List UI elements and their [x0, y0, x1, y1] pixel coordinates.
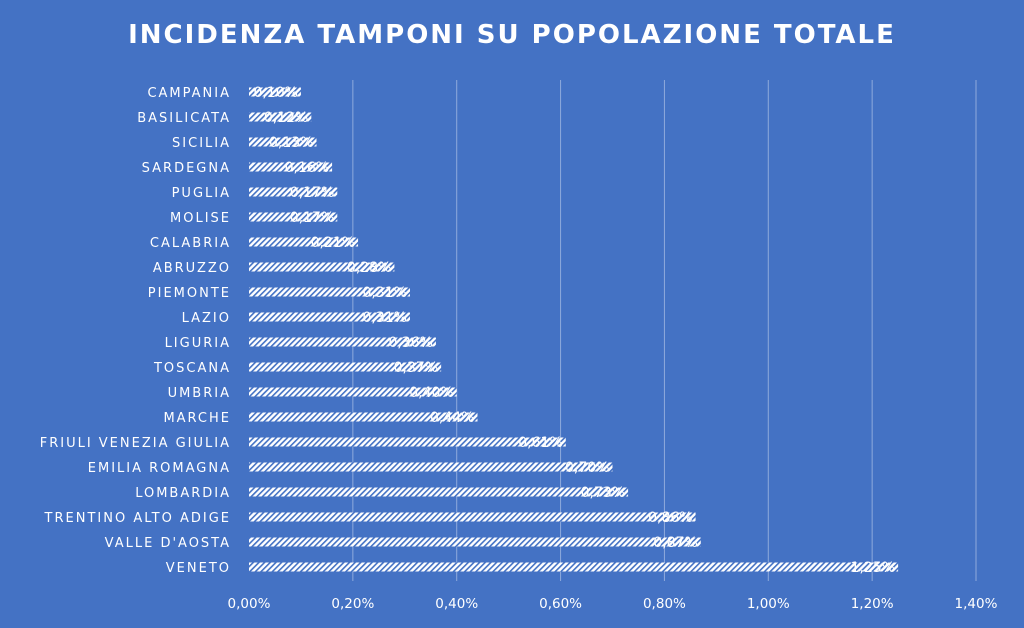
category-label: TRENTINO ALTO ADIGE [44, 511, 231, 526]
bar [249, 412, 478, 422]
bar [249, 537, 701, 547]
x-tick-label: 0,80% [643, 596, 686, 612]
data-label: 0,17% [290, 210, 334, 226]
data-label: 0,44% [430, 410, 474, 426]
data-label: 0,16% [285, 160, 329, 176]
data-label: 0,70% [565, 460, 609, 476]
data-label: 0,31% [362, 310, 406, 326]
bar [249, 287, 410, 297]
category-label: TOSCANA [153, 361, 231, 376]
data-label: 1,25% [851, 560, 895, 576]
category-label: BASILICATA [137, 111, 231, 126]
category-label: ABRUZZO [153, 261, 231, 276]
data-label: 0,17% [290, 185, 334, 201]
chart-title: INCIDENZA TAMPONI SU POPOLAZIONE TOTALE [128, 20, 896, 50]
data-label: 0,86% [648, 510, 692, 526]
bar [249, 562, 899, 572]
category-label: MOLISE [170, 211, 231, 226]
bar [249, 112, 312, 122]
bar [249, 262, 395, 272]
data-label: 0,21% [311, 235, 355, 251]
x-tick-label: 0,20% [331, 596, 374, 612]
bar [249, 162, 333, 172]
bar [249, 387, 457, 397]
category-label: MARCHE [163, 411, 231, 426]
data-label: 0,31% [362, 285, 406, 301]
category-label: PUGLIA [172, 186, 231, 201]
bar [249, 212, 338, 222]
category-label: UMBRIA [168, 386, 231, 401]
data-label: 0,28% [347, 260, 391, 276]
bar [249, 137, 317, 147]
category-label: LOMBARDIA [135, 486, 231, 501]
x-tick-label: 0,40% [435, 596, 478, 612]
category-label: CALABRIA [150, 236, 231, 251]
data-label: 0,87% [653, 535, 697, 551]
category-label: VALLE D'AOSTA [105, 536, 231, 551]
x-tick-label: 0,60% [539, 596, 582, 612]
category-label: LAZIO [182, 311, 231, 326]
category-label: LIGURIA [165, 336, 231, 351]
data-label: 0,12% [264, 110, 308, 126]
data-label: 0,13% [269, 135, 313, 151]
data-label: 0,40% [409, 385, 453, 401]
bar [249, 362, 442, 372]
category-label: SARDEGNA [142, 161, 231, 176]
data-label: 0,61% [518, 435, 562, 451]
x-tick-label: 0,00% [228, 596, 271, 612]
category-label: VENETO [166, 561, 231, 576]
data-label: 0,73% [581, 485, 625, 501]
data-label: 0,37% [394, 360, 438, 376]
category-label: PIEMONTE [148, 286, 231, 301]
bar [249, 337, 436, 347]
bar [249, 87, 301, 97]
category-label: EMILIA ROMAGNA [88, 461, 231, 476]
bar [249, 187, 338, 197]
data-label: 0,10% [253, 85, 297, 101]
bar [249, 312, 410, 322]
x-tick-label: 1,40% [955, 596, 998, 612]
bar [249, 437, 566, 447]
bar [249, 512, 696, 522]
data-label: 0,36% [388, 335, 432, 351]
category-label: CAMPANIA [147, 86, 231, 101]
x-tick-label: 1,00% [747, 596, 790, 612]
bar [249, 237, 359, 247]
category-label: FRIULI VENEZIA GIULIA [40, 436, 231, 451]
bar [249, 462, 613, 472]
bar [249, 487, 629, 497]
x-tick-label: 1,20% [851, 596, 894, 612]
category-label: SICILIA [172, 136, 231, 151]
